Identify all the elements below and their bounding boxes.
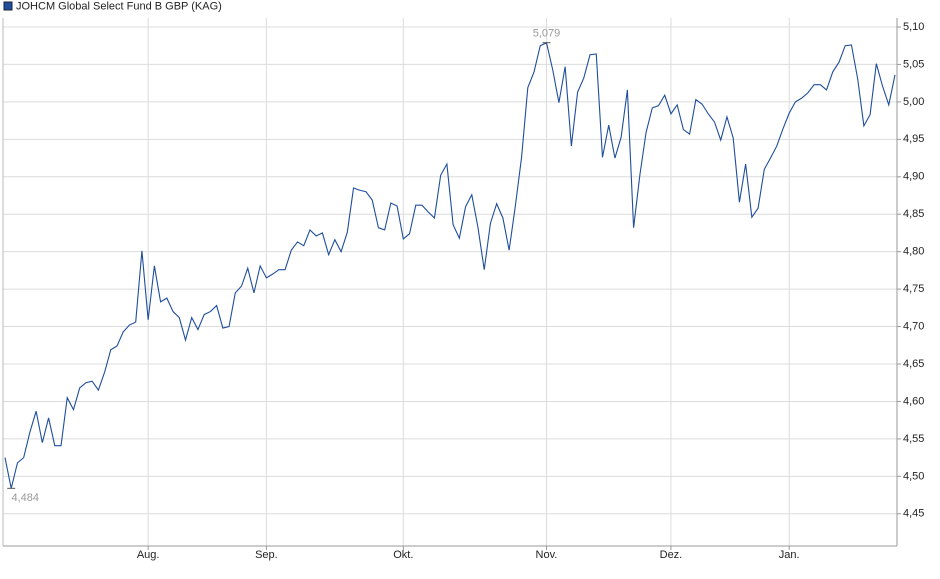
y-tick-label: 4,75 — [903, 283, 924, 295]
legend-swatch — [3, 1, 13, 11]
y-tick-label: 4,80 — [903, 246, 924, 258]
plot-area — [3, 18, 897, 546]
x-tick-label: Jan. — [779, 549, 800, 561]
value-label: 4,484 — [11, 492, 39, 504]
y-tick-label: 4,65 — [903, 358, 924, 370]
y-tick-label: 4,85 — [903, 208, 924, 220]
y-tick-label: 5,05 — [903, 58, 924, 70]
y-tick-label: 4,60 — [903, 395, 924, 407]
x-tick-label: Nov. — [536, 549, 558, 561]
y-tick-label: 4,55 — [903, 433, 924, 445]
x-tick-label: Okt. — [393, 549, 413, 561]
x-tick-label: Dez. — [660, 549, 683, 561]
y-tick-label: 4,90 — [903, 171, 924, 183]
y-tick-label: 4,95 — [903, 133, 924, 145]
y-tick-label: 4,70 — [903, 320, 924, 332]
x-tick-label: Aug. — [137, 549, 160, 561]
legend-label: JOHCM Global Select Fund B GBP (KAG) — [16, 0, 222, 12]
y-tick-label: 5,00 — [903, 96, 924, 108]
y-tick-label: 4,50 — [903, 470, 924, 482]
y-tick-label: 5,10 — [903, 21, 924, 33]
y-tick-label: 4,45 — [903, 508, 924, 520]
x-tick-label: Sep. — [255, 549, 278, 561]
series-line — [4, 41, 896, 489]
value-label: 5,079 — [533, 28, 561, 40]
